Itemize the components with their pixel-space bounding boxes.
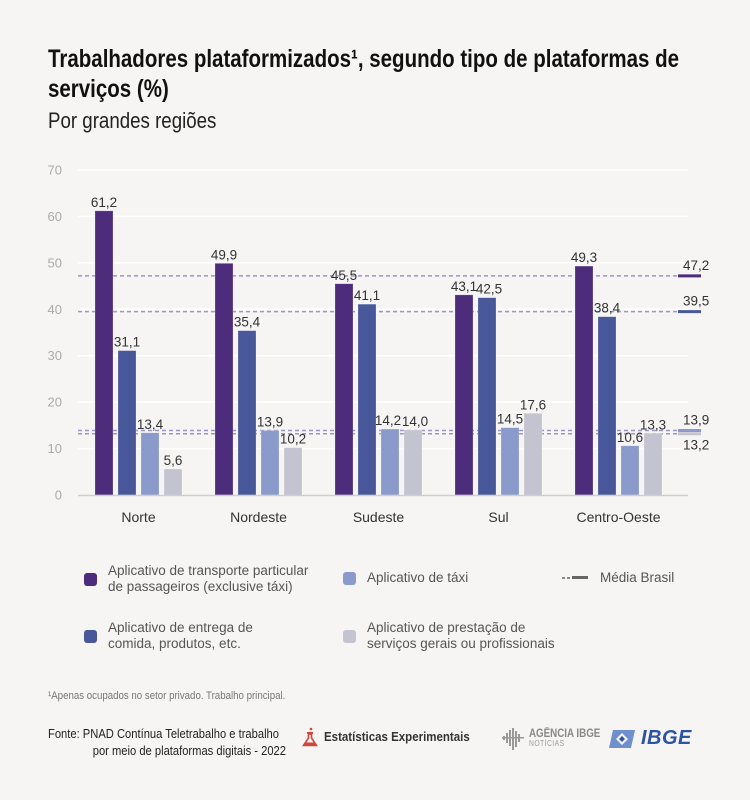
flask-icon	[302, 727, 318, 747]
legend-label: Aplicativo de prestação de serviços gera…	[367, 620, 555, 652]
y-tick-label: 70	[48, 163, 62, 178]
estatisticas-experimentais-logo: Estatísticas Experimentais	[302, 727, 482, 747]
bar	[477, 297, 497, 496]
bar-value-label: 14,5	[497, 412, 523, 427]
value-labels: 47,2 39,5 13,9 13,2 61,2 31,1 13,4 5,6 49,9 35,4 1…	[91, 195, 709, 468]
y-tick-label: 60	[48, 209, 62, 224]
legend-swatch	[84, 572, 97, 586]
bar-value-label: 38,4	[594, 301, 621, 316]
legend-label: Aplicativo de entrega de comida, produto…	[108, 620, 253, 652]
y-tick-label: 0	[55, 488, 62, 503]
bar-value-label: 13,3	[640, 417, 666, 432]
x-category-label: Centro-Oeste	[576, 509, 660, 525]
bar	[163, 468, 183, 496]
legend-line: comida, produtos, etc.	[108, 636, 241, 651]
axes: 0 10 20 30 40 50 60 70 Norte Nordeste Sudeste Sul Ce…	[48, 163, 688, 525]
legend-item-taxi: Aplicativo de táxi	[343, 570, 468, 586]
bar	[140, 432, 160, 496]
legend-item-entrega: Aplicativo de entrega de comida, produto…	[84, 620, 253, 652]
experimental-label: Estatísticas Experimentais	[324, 730, 470, 744]
bar	[283, 447, 303, 496]
ibge-emblem-icon	[609, 729, 635, 748]
y-tick-label: 20	[48, 395, 62, 410]
legend-item-servicos: Aplicativo de prestação de serviços gera…	[343, 620, 555, 652]
x-category-label: Nordeste	[230, 509, 287, 525]
mean-value-label: 13,9	[683, 412, 709, 427]
bar	[523, 412, 543, 496]
y-tick-label: 40	[48, 302, 62, 317]
bar-value-label: 45,5	[331, 268, 357, 283]
agencia-label: AGÊNCIA IBGE	[529, 728, 601, 740]
x-category-label: Norte	[121, 509, 155, 525]
bar-value-label: 42,5	[476, 282, 502, 297]
ibge-label: IBGE	[641, 727, 692, 749]
x-category-label: Sudeste	[353, 509, 405, 525]
x-category-label: Sul	[488, 509, 508, 525]
bar	[597, 316, 617, 496]
legend-line: Aplicativo de entrega de	[108, 620, 253, 635]
bar	[574, 265, 594, 496]
bar-value-label: 17,6	[520, 397, 546, 412]
y-tick-label: 30	[48, 348, 62, 363]
mean-value-label: 13,2	[683, 438, 709, 453]
agencia-sub-label: NOTÍCIAS	[529, 739, 565, 748]
legend-swatch	[343, 571, 356, 585]
source-line-2: por meio de plataformas digitais - 2022	[92, 743, 286, 758]
bar	[117, 350, 137, 496]
legend-item-media-brasil: Média Brasil	[562, 570, 674, 586]
bar-value-label: 49,9	[211, 247, 237, 262]
legend-label: Aplicativo de transporte particular de p…	[108, 563, 308, 595]
bar-chart: 47,2 39,5 13,9 13,2 61,2 31,1 13,4 5,6 49,9 35,4 1…	[48, 163, 710, 526]
bar	[334, 283, 354, 496]
bar	[357, 303, 377, 496]
legend-line: Aplicativo de transporte particular	[108, 563, 309, 578]
chart-subtitle: Por grandes regiões	[48, 108, 217, 133]
mean-value-label: 39,5	[683, 294, 709, 309]
agencia-ibge-logo: AGÊNCIA IBGE NOTÍCIAS	[502, 727, 613, 751]
agencia-ibge-icon	[502, 728, 524, 750]
legend-label: Aplicativo de táxi	[367, 570, 469, 585]
footnote: ¹Apenas ocupados no setor privado. Traba…	[48, 690, 286, 702]
bar-value-label: 35,4	[234, 315, 261, 330]
legend-item-transporte: Aplicativo de transporte particular de p…	[84, 563, 308, 595]
mean-value-label: 47,2	[683, 258, 709, 273]
bar	[214, 263, 234, 496]
ibge-logo: IBGE	[608, 727, 692, 750]
bar-value-label: 41,1	[354, 288, 380, 303]
bar	[643, 432, 663, 496]
mean-line-icon	[562, 576, 590, 580]
bars	[94, 210, 663, 496]
legend-line: serviços gerais ou profissionais	[367, 636, 555, 651]
legend-swatch	[343, 629, 356, 643]
bar-value-label: 13,9	[257, 414, 283, 429]
bar	[237, 330, 257, 496]
chart-title: Trabalhadores plataformizados¹, segundo …	[48, 45, 680, 103]
bar-value-label: 31,1	[114, 335, 140, 350]
bar-value-label: 10,6	[617, 430, 643, 445]
bar	[260, 430, 280, 496]
bar-value-label: 49,3	[571, 250, 597, 265]
bar	[94, 210, 114, 496]
legend-swatch	[84, 629, 97, 643]
bar-value-label: 61,2	[91, 195, 117, 210]
source-note: Fonte: PNAD Contínua Teletrabalho e trab…	[48, 725, 286, 759]
bar	[380, 428, 400, 496]
bar	[500, 427, 520, 496]
y-tick-label: 10	[48, 441, 62, 456]
legend-label: Média Brasil	[600, 570, 675, 585]
legend-line: de passageiros (exclusive táxi)	[108, 579, 293, 594]
gridlines	[78, 169, 688, 450]
bar-value-label: 14,2	[375, 413, 401, 428]
legend-line: Aplicativo de prestação de	[367, 620, 526, 635]
y-tick-label: 50	[48, 255, 62, 270]
bar	[454, 294, 474, 496]
bar-value-label: 5,6	[164, 453, 183, 468]
bar	[403, 429, 423, 496]
bar	[620, 445, 640, 496]
bar-value-label: 14,0	[402, 414, 428, 429]
bar-value-label: 10,2	[280, 432, 306, 447]
bar-value-label: 43,1	[451, 279, 477, 294]
source-line-1: Fonte: PNAD Contínua Teletrabalho e trab…	[48, 726, 280, 741]
bar-value-label: 13,4	[137, 417, 164, 432]
